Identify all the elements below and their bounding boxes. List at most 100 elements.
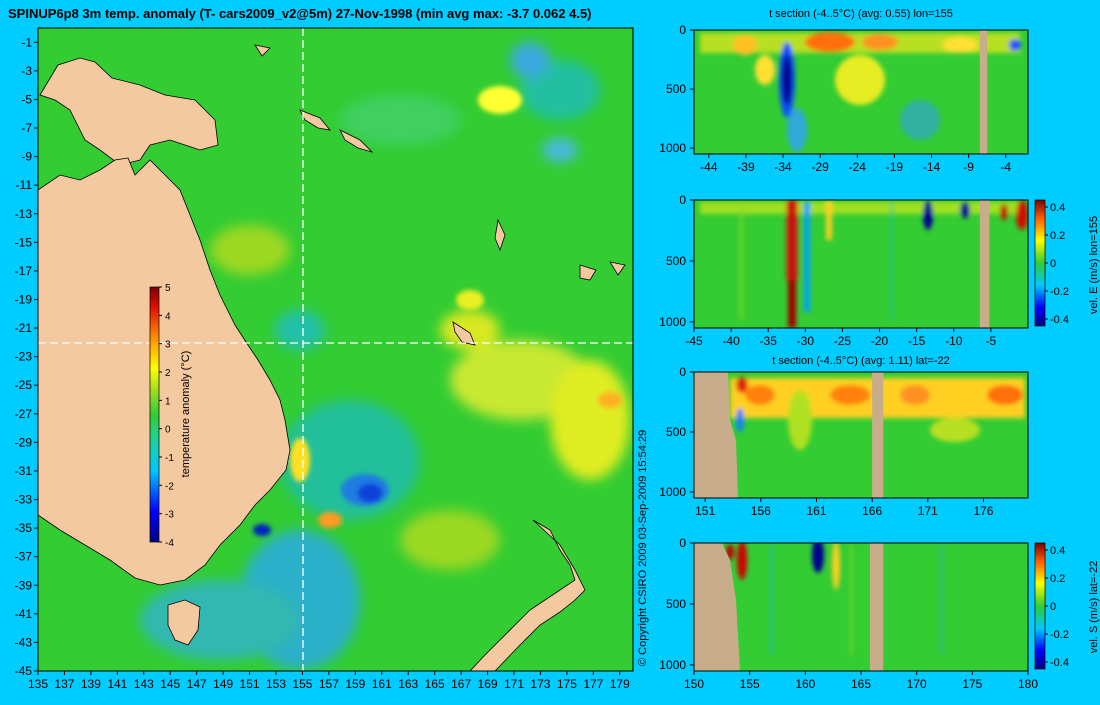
section-y-tick-label: 0 bbox=[679, 365, 686, 379]
section-x-tick-label: -24 bbox=[849, 160, 867, 174]
new-guinea bbox=[39, 57, 219, 166]
map-x-tick-label: 169 bbox=[478, 677, 498, 691]
map-y-tick-label: -3 bbox=[21, 64, 32, 78]
map-y-tick-label: -9 bbox=[21, 150, 32, 164]
map-y-tick-label: -45 bbox=[15, 664, 33, 678]
map-y-tick-label: -41 bbox=[15, 607, 33, 621]
map-colorbar-tick-label: 5 bbox=[165, 283, 171, 294]
vanuatu bbox=[494, 218, 506, 252]
map-x-tick-label: 145 bbox=[160, 677, 180, 691]
vel-e-colorbar-label: vel. E (m/s) lon=155 bbox=[1088, 216, 1100, 314]
map-colorbar-tick-label: -2 bbox=[165, 481, 174, 492]
section-x-tick-label: 150 bbox=[684, 677, 704, 691]
map-x-tick-label: 163 bbox=[398, 677, 418, 691]
section-y-tick-label: 1000 bbox=[659, 485, 686, 499]
section-x-tick-label: -4 bbox=[1000, 160, 1011, 174]
section-colorbar-tick-label: -0.2 bbox=[1050, 629, 1069, 641]
section-y-tick-label: 0 bbox=[679, 23, 686, 37]
section-x-tick-label: 175 bbox=[962, 677, 982, 691]
t-section-lat-panel: t section (-4..5°C) (avg: 1.11) lat=-22 bbox=[659, 355, 1029, 518]
section-colorbar-tick-label: 0.4 bbox=[1050, 545, 1065, 557]
section-x-tick-label: 176 bbox=[973, 504, 993, 518]
new-zealand bbox=[469, 519, 586, 671]
section-x-tick-label: -44 bbox=[700, 160, 718, 174]
map-y-tick-label: -27 bbox=[15, 407, 33, 421]
section-x-tick-label: 155 bbox=[740, 677, 760, 691]
land-column bbox=[979, 200, 990, 328]
section-x-tick-label: -39 bbox=[737, 160, 755, 174]
map-x-tick-label: 161 bbox=[372, 677, 392, 691]
map-y-tick-label: -25 bbox=[15, 378, 33, 392]
map-x-axis: 135 137 139 141 143 145 147 149 151 153 155 157 159 1… bbox=[28, 671, 630, 691]
t-section-lat-title: t section (-4..5°C) (avg: 1.11) lat=-22 bbox=[772, 355, 950, 367]
map-x-tick-label: 173 bbox=[530, 677, 550, 691]
section-x-tick-label: 160 bbox=[795, 677, 815, 691]
map-colorbar-tick-label: 4 bbox=[165, 311, 171, 322]
section-x-tick-label: -45 bbox=[685, 334, 703, 348]
section-colorbar-tick-label: 0.2 bbox=[1050, 573, 1065, 585]
map-colorbar-ticks: 5 4 3 2 1 0 -1 -2 -3 -4 bbox=[159, 283, 174, 549]
map-y-tick-label: -29 bbox=[15, 435, 33, 449]
map-y-tick-label: -37 bbox=[15, 550, 33, 564]
section-x-tick-label: -30 bbox=[797, 334, 815, 348]
map-y-tick-label: -11 bbox=[16, 178, 33, 192]
section-colorbar-tick-label: 0.4 bbox=[1050, 202, 1065, 214]
australia bbox=[38, 157, 291, 586]
section-y-tick-label: 0 bbox=[679, 536, 686, 550]
map-colorbar-tick-label: -1 bbox=[165, 453, 174, 464]
solomon-islands-1 bbox=[299, 109, 331, 131]
map-colorbar-tick-label: 0 bbox=[165, 425, 171, 436]
map-y-tick-label: -33 bbox=[15, 493, 33, 507]
section-x-tick-label: -9 bbox=[963, 160, 974, 174]
map-y-tick-label: -21 bbox=[15, 321, 33, 335]
section-x-tick-label: -19 bbox=[886, 160, 904, 174]
map-x-tick-label: 179 bbox=[610, 677, 630, 691]
vel-s-colorbar-label: vel. S (m/s) lat=-22 bbox=[1088, 561, 1100, 654]
map-colorbar-scale bbox=[149, 286, 160, 543]
tasmania bbox=[167, 599, 201, 646]
section-x-tick-label: -34 bbox=[774, 160, 792, 174]
map-y-tick-label: -13 bbox=[15, 207, 33, 221]
map-colorbar-tick-label: 3 bbox=[165, 340, 171, 351]
map-colorbar-label: temperature anomaly (°C) bbox=[180, 351, 192, 478]
map-y-tick-label: -7 bbox=[21, 121, 32, 135]
section-colorbar-tick-label: 0.2 bbox=[1050, 230, 1065, 242]
t-section-lon-panel: t section (-4..5°C) (avg: 0.55) lon=155 bbox=[659, 8, 1029, 174]
section-x-tick-label: -25 bbox=[834, 334, 852, 348]
section-x-tick-label: 161 bbox=[806, 504, 826, 518]
section-x-tick-label: 166 bbox=[862, 504, 882, 518]
section-x-tick-label: -14 bbox=[923, 160, 941, 174]
fiji-2 bbox=[609, 261, 626, 276]
map-colorbar-tick-label: -4 bbox=[165, 538, 174, 549]
map-x-tick-label: 157 bbox=[319, 677, 339, 691]
map-x-tick-label: 155 bbox=[292, 677, 312, 691]
vel-e-section-panel: -45 -40 -35 -30 -25 -20 -15 -10 -5 0 500 1000 0.4 0.… bbox=[659, 193, 1100, 348]
map-x-tick-label: 141 bbox=[107, 677, 127, 691]
map-x-tick-label: 143 bbox=[134, 677, 154, 691]
map-x-tick-label: 149 bbox=[213, 677, 233, 691]
section-x-tick-label: -15 bbox=[908, 334, 926, 348]
map-x-tick-label: 177 bbox=[583, 677, 603, 691]
section-y-tick-label: 500 bbox=[666, 82, 686, 96]
section-x-tick-label: 170 bbox=[907, 677, 927, 691]
section-colorbar-tick-label: 0 bbox=[1050, 258, 1056, 270]
section-x-tick-label: 165 bbox=[851, 677, 871, 691]
map-frame bbox=[37, 27, 634, 672]
section-x-tick-label: -10 bbox=[945, 334, 963, 348]
map-x-tick-label: 167 bbox=[451, 677, 471, 691]
map-x-tick-label: 153 bbox=[266, 677, 286, 691]
map-y-tick-label: -1 bbox=[21, 35, 32, 49]
map-y-tick-label: -5 bbox=[21, 92, 32, 106]
section-x-tick-label: -20 bbox=[871, 334, 889, 348]
map-y-tick-label: -17 bbox=[15, 264, 33, 278]
section-colorbar-tick-label: -0.4 bbox=[1050, 657, 1069, 669]
map-x-tick-label: 165 bbox=[425, 677, 445, 691]
section-y-tick-label: 500 bbox=[666, 254, 686, 268]
fiji-1 bbox=[579, 264, 597, 281]
map-y-tick-label: -43 bbox=[15, 635, 33, 649]
section-x-tick-label: 151 bbox=[695, 504, 715, 518]
map-x-tick-label: 151 bbox=[240, 677, 260, 691]
map-panel: SPINUP6p8 3m temp. anomaly (T- cars2009_… bbox=[8, 6, 634, 691]
